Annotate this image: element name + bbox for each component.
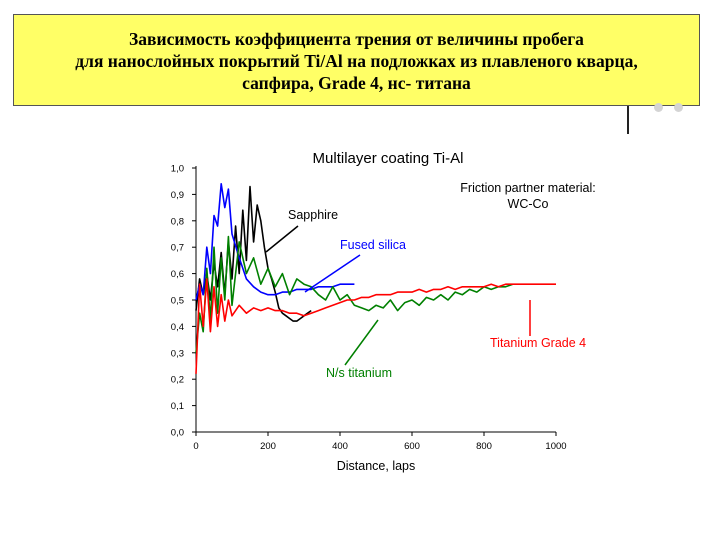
annotation-ns-titanium: N/s titanium <box>326 366 392 380</box>
y-tick-label: 0,7 <box>171 243 184 254</box>
y-tick-label: 0,5 <box>171 296 184 307</box>
series-line-ns-titanium <box>195 235 514 353</box>
x-axis-label: Distance, laps <box>337 459 416 473</box>
y-tick-label: 0,4 <box>171 322 184 333</box>
slide-edge-line <box>627 106 629 134</box>
y-tick-label: 0,9 <box>171 190 184 201</box>
annotation-wc-co: WC-Co <box>508 197 549 211</box>
x-tick-label: 1000 <box>545 441 566 452</box>
y-tick-label: 0,1 <box>171 401 184 412</box>
x-tick-label: 200 <box>260 441 276 452</box>
series-line-titanium-grade-4 <box>195 278 556 374</box>
x-tick-label: 600 <box>404 441 420 452</box>
title-banner: Зависимость коэффициента трения от велич… <box>13 14 700 106</box>
banner-line-3: сапфира, Grade 4, нс- титана <box>242 73 471 93</box>
y-tick-label: 0,8 <box>171 216 184 227</box>
annotation-ns-titanium-pointer <box>344 319 379 366</box>
decor-dot-1 <box>654 103 663 112</box>
banner-line-2: для нанослойных покрытий Ti/Al на подлож… <box>75 51 638 71</box>
banner-line-1: Зависимость коэффициента трения от велич… <box>129 29 584 49</box>
chart-annotations: Sapphire Fused silica N/s titanium Titanium… <box>265 181 596 380</box>
y-tick-label: 0,2 <box>171 375 184 386</box>
chart-series <box>195 183 556 374</box>
chart-axes: 0,0 0,1 0,2 0,3 0,4 0,5 0,6 0,7 0,8 0,9 1,0 0 200 400… <box>171 164 567 453</box>
y-tick-label: 0,6 <box>171 269 184 280</box>
y-tick-label: 0,0 <box>171 428 184 439</box>
decor-dot-2 <box>674 103 683 112</box>
annotation-fused-silica-pointer <box>304 254 361 293</box>
x-tick-label: 400 <box>332 441 348 452</box>
annotation-fused-silica: Fused silica <box>340 238 406 252</box>
y-tick-label: 1,0 <box>171 164 184 175</box>
banner-title: Зависимость коэффициента трения от велич… <box>14 28 699 94</box>
x-tick-label: 800 <box>476 441 492 452</box>
series-line-fused-silica <box>195 183 355 301</box>
annotation-sapphire-pointer <box>265 225 299 253</box>
annotation-sapphire: Sapphire <box>288 208 338 222</box>
x-tick-label: 0 <box>193 441 198 452</box>
annotation-titanium-grade-4: Titanium Grade 4 <box>490 336 586 350</box>
y-tick-label: 0,3 <box>171 348 184 359</box>
chart-title: Multilayer coating Ti-Al <box>313 150 464 167</box>
annotation-friction-partner: Friction partner material: <box>460 181 595 195</box>
